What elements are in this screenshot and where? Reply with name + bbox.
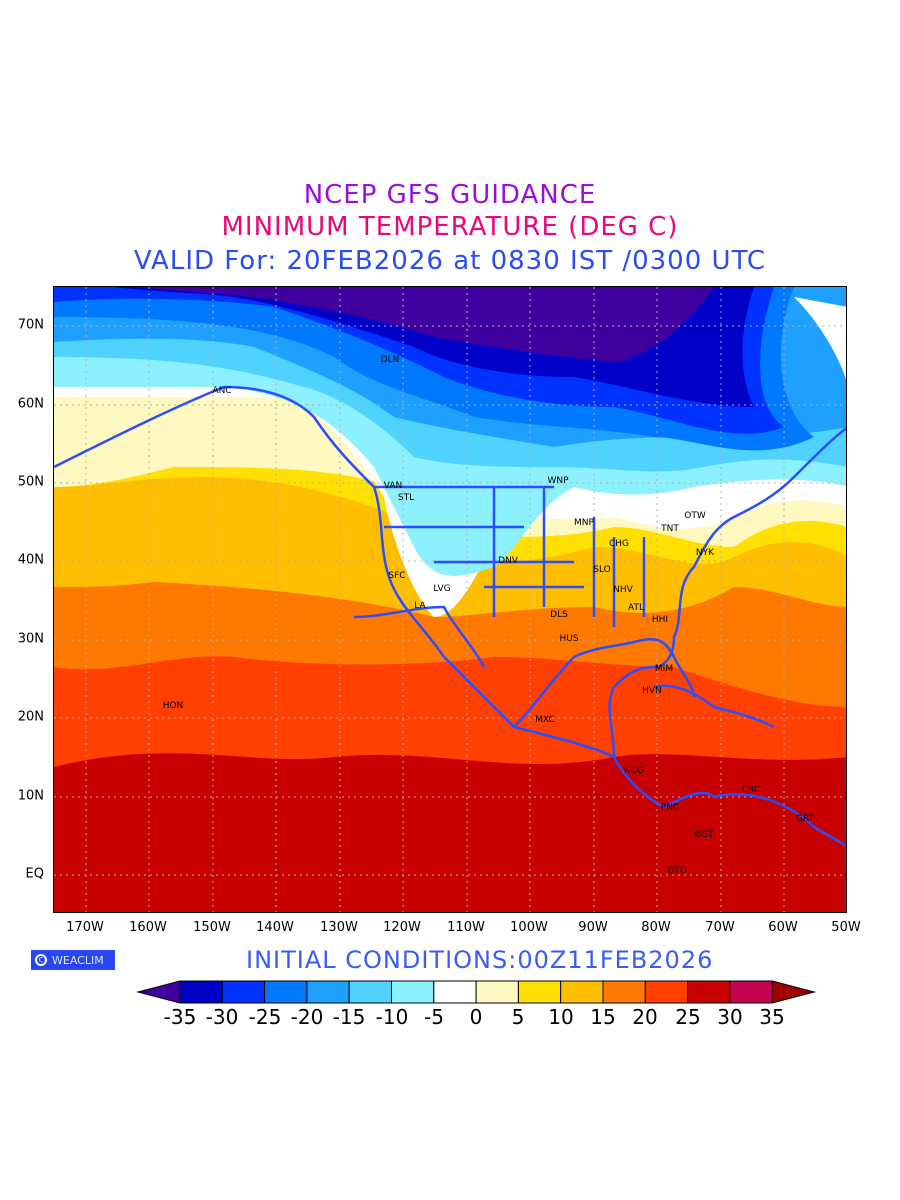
band-below-m35 (134, 287, 714, 362)
lon-label: 50W (831, 920, 861, 935)
city-label: ANC (212, 386, 232, 396)
city-label: ATL (628, 603, 644, 613)
city-label: NHV (613, 585, 633, 595)
colorbar-tick-label: 20 (632, 1005, 658, 1029)
lat-label: 30N (17, 631, 44, 647)
city-label: DNV (498, 556, 518, 566)
city-label: BGT (694, 830, 714, 840)
lat-label: EQ (25, 866, 44, 882)
colorbar-arrow-low (136, 980, 181, 1004)
colorbar-tick-label: -15 (332, 1005, 366, 1029)
colorbar-tick-label: 15 (590, 1005, 616, 1029)
lon-label: 170W (66, 920, 104, 935)
coastlines (54, 385, 846, 848)
graticule (54, 287, 846, 912)
colorbar-tick-label: 5 (511, 1005, 525, 1029)
lon-label: 80W (641, 920, 671, 935)
colorbar-box (644, 980, 689, 1004)
lat-label: 10N (17, 788, 44, 804)
city-label: HUS (559, 634, 579, 644)
city-label: SLO (593, 565, 611, 575)
city-label: STL (397, 493, 415, 503)
lat-label: 60N (17, 396, 44, 412)
city-label: HVN (642, 686, 662, 696)
colorbar-tick-label: 30 (717, 1005, 743, 1029)
colorbar-box (348, 980, 392, 1004)
city-label: NCG (624, 766, 644, 776)
temperature-map: DLN ANC VAN STL WNP MNP OTW TNT CHG NYK … (53, 286, 847, 913)
lat-label: 20N (17, 709, 44, 725)
colorbar-box (687, 980, 731, 1004)
city-label: MIM (654, 664, 674, 674)
colorbar-arrow-high (771, 980, 817, 1004)
colorbar-box (221, 980, 266, 1004)
lat-label: 70N (17, 317, 44, 333)
lon-label: 60W (768, 920, 798, 935)
lon-label: 130W (320, 920, 358, 935)
lon-label: 140W (256, 920, 294, 935)
city-label: CRC (741, 785, 761, 795)
colorbar-tick-label: -35 (163, 1005, 197, 1029)
city-label: GRT (795, 814, 815, 824)
colorbar-tick-label: 35 (759, 1005, 785, 1029)
colorbar-tick-label: 10 (548, 1005, 574, 1029)
colorbar-box (306, 980, 350, 1004)
initial-conditions: INITIAL CONDITIONS:00Z11FEB2026 (246, 946, 714, 974)
lat-label: 40N (17, 552, 44, 568)
city-label: MNP (574, 518, 594, 528)
weaclim-logo: c WEACLIM (31, 950, 115, 970)
colorbar-tick-label: 0 (469, 1005, 483, 1029)
colorbar-box (433, 980, 477, 1004)
city-label: SFC (388, 571, 406, 581)
city-label: PNC (660, 803, 680, 813)
logo-text: WEACLIM (52, 953, 104, 967)
city-label: LVG (433, 584, 451, 594)
colorbar-box (517, 980, 562, 1004)
colorbar-tick-label: 25 (675, 1005, 701, 1029)
copyright-icon: c (35, 954, 47, 966)
lon-label: 90W (578, 920, 608, 935)
colorbar-tick-label: -20 (290, 1005, 324, 1029)
city-label: VAN (383, 481, 403, 491)
city-label: WNP (547, 476, 569, 486)
colorbar-box (391, 980, 435, 1004)
colorbar-box (264, 980, 308, 1004)
city-label: OTW (684, 511, 706, 521)
lon-label: 110W (447, 920, 485, 935)
title-valid-time: VALID For: 20FEB2026 at 0830 IST /0300 U… (133, 246, 767, 276)
colorbar (136, 980, 817, 1004)
band-greenland-white (794, 297, 846, 380)
city-label: DLN (380, 355, 400, 365)
lon-label: 150W (193, 920, 231, 935)
colorbar-tick-label: -10 (375, 1005, 409, 1029)
city-label: TNT (661, 524, 679, 534)
colorbar-box (560, 980, 604, 1004)
city-label: CHG (608, 539, 630, 549)
colorbar-box (602, 980, 646, 1004)
colorbar-tick-label: -5 (424, 1005, 444, 1029)
colorbar-tick-label: -25 (248, 1005, 282, 1029)
lon-label: 120W (383, 920, 421, 935)
city-label: HON (162, 701, 184, 711)
colorbar-box (729, 980, 773, 1004)
city-label: LA (414, 601, 426, 611)
lon-label: 160W (129, 920, 167, 935)
lon-label: 100W (510, 920, 548, 935)
city-label: QTO (667, 866, 687, 876)
temperature-field (54, 287, 846, 912)
city-label: HHI (651, 615, 669, 625)
colorbar-box (179, 980, 223, 1004)
lon-label: 70W (705, 920, 735, 935)
city-label: MXC (535, 715, 555, 725)
colorbar-box (475, 980, 519, 1004)
city-label: DLS (550, 610, 568, 620)
lat-label: 50N (17, 474, 44, 490)
colorbar-tick-label: -30 (205, 1005, 239, 1029)
city-label: NYK (695, 548, 715, 558)
title-variable: MINIMUM TEMPERATURE (DEG C) (221, 212, 679, 242)
title-model: NCEP GFS GUIDANCE (303, 180, 597, 210)
